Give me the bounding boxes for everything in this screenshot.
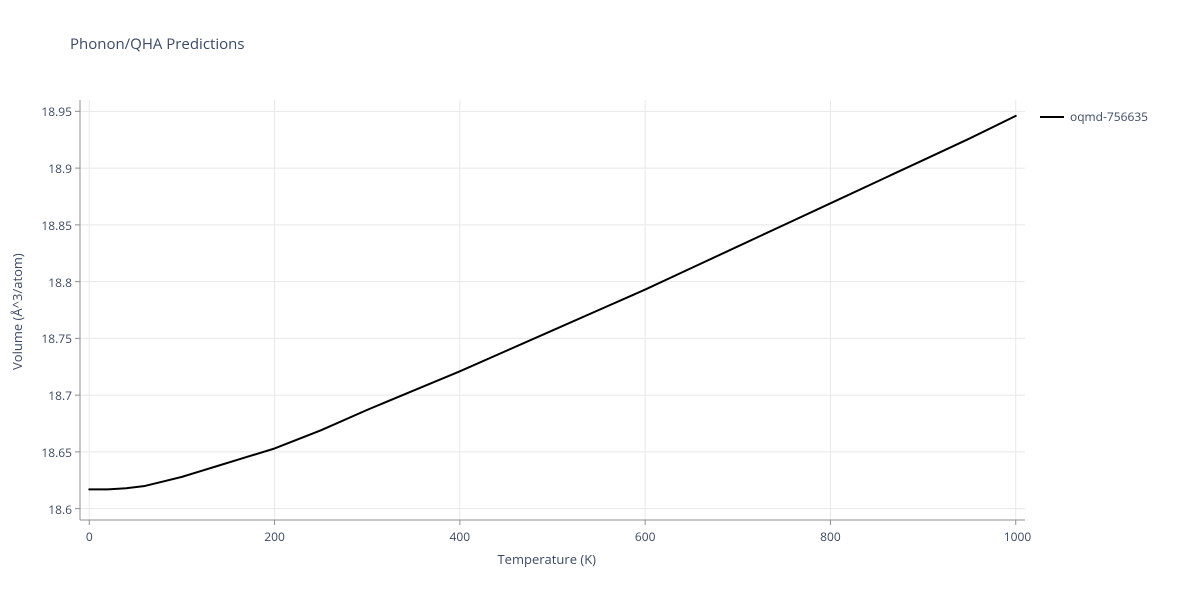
x-tick-label: 600 bbox=[633, 528, 657, 545]
plot-svg bbox=[0, 0, 1200, 600]
chart-root: Phonon/QHA Predictions Temperature (K) V… bbox=[0, 0, 1200, 600]
y-tick-label: 18.95 bbox=[41, 103, 72, 120]
y-tick-label: 18.8 bbox=[48, 274, 72, 291]
x-tick-label: 400 bbox=[448, 528, 472, 545]
y-tick-label: 18.75 bbox=[41, 330, 72, 347]
x-axis-label: Temperature (K) bbox=[498, 550, 597, 568]
y-tick-label: 18.9 bbox=[48, 160, 72, 177]
y-tick-label: 18.6 bbox=[48, 501, 72, 518]
x-tick-label: 1000 bbox=[1004, 528, 1028, 545]
legend-label: oqmd-756635 bbox=[1070, 108, 1148, 125]
legend-swatch-icon bbox=[1040, 116, 1064, 118]
x-tick-label: 200 bbox=[263, 528, 287, 545]
x-tick-label: 0 bbox=[77, 528, 101, 545]
x-tick-label: 800 bbox=[818, 528, 842, 545]
y-axis-label: Volume (Å^3/atom) bbox=[8, 253, 26, 370]
legend-item[interactable]: oqmd-756635 bbox=[1040, 108, 1148, 125]
y-tick-label: 18.7 bbox=[48, 387, 72, 404]
y-tick-label: 18.85 bbox=[41, 217, 72, 234]
y-tick-label: 18.65 bbox=[41, 444, 72, 461]
